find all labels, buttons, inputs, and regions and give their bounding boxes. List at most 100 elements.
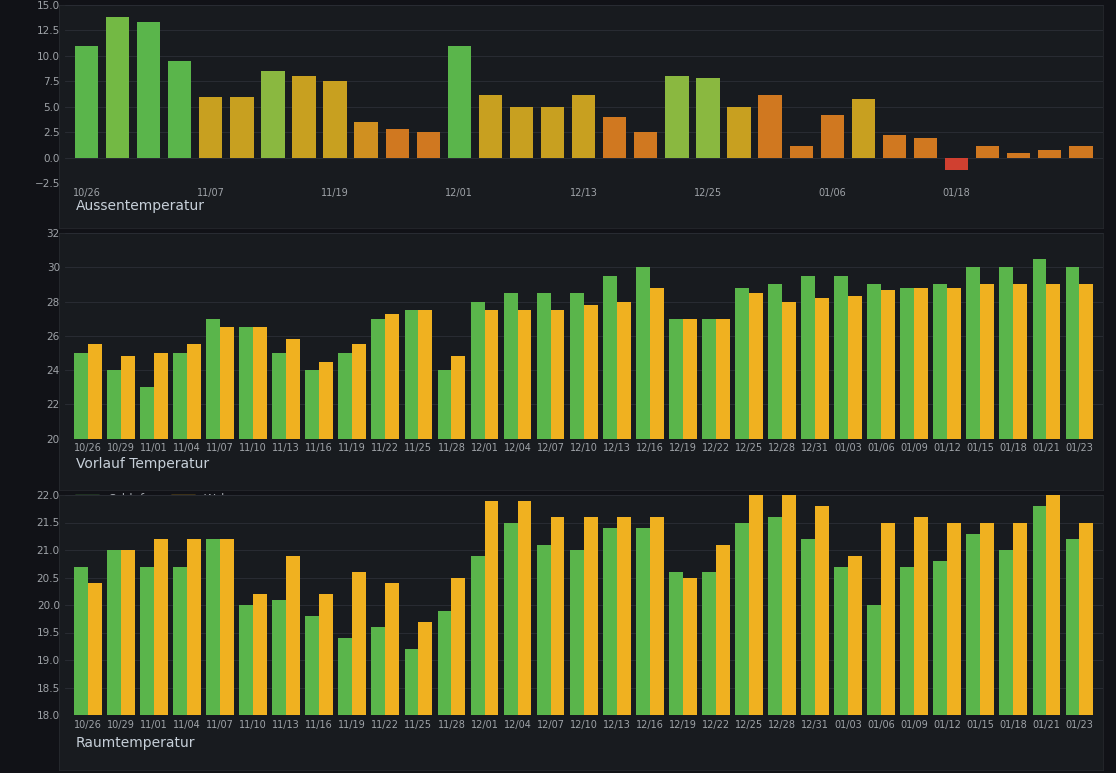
Bar [154, 353, 167, 773]
Text: Aussentemperatur: Aussentemperatur [76, 199, 205, 213]
Bar [749, 293, 763, 773]
Bar [88, 583, 102, 773]
Bar [437, 611, 452, 773]
Bar [1032, 506, 1047, 773]
Bar [1047, 284, 1060, 773]
Bar [815, 506, 829, 773]
Bar [404, 310, 418, 773]
Bar [835, 567, 848, 773]
Bar [418, 621, 432, 773]
Bar [88, 344, 102, 773]
Bar [683, 318, 696, 773]
Bar [338, 353, 353, 773]
Bar [945, 158, 969, 170]
Bar [570, 550, 584, 773]
Bar [976, 145, 999, 158]
Bar [353, 344, 366, 773]
Bar [1079, 284, 1094, 773]
Bar [372, 627, 385, 773]
Legend: Schlafen, Wohnen: Schlafen, Wohnen [70, 489, 257, 511]
Bar [835, 276, 848, 773]
Bar [782, 495, 796, 773]
Bar [448, 46, 471, 158]
Bar [901, 288, 914, 773]
Bar [416, 132, 440, 158]
Bar [683, 577, 696, 773]
Bar [510, 107, 533, 158]
Bar [121, 550, 135, 773]
Bar [230, 97, 253, 158]
Bar [1069, 145, 1093, 158]
Bar [107, 550, 121, 773]
Bar [220, 327, 234, 773]
Bar [570, 293, 584, 773]
Bar [452, 356, 465, 773]
Bar [966, 533, 980, 773]
Bar [306, 616, 319, 773]
Bar [735, 288, 749, 773]
Bar [292, 77, 316, 158]
Bar [1032, 259, 1047, 773]
Bar [617, 301, 631, 773]
Bar [636, 267, 650, 773]
Bar [696, 78, 720, 158]
Bar [187, 539, 201, 773]
Bar [801, 539, 815, 773]
Bar [715, 318, 730, 773]
Bar [1000, 267, 1013, 773]
Bar [1007, 153, 1030, 158]
Bar [479, 95, 502, 158]
Text: Vorlauf Temperatur: Vorlauf Temperatur [76, 458, 209, 472]
Bar [106, 17, 129, 158]
Bar [759, 95, 782, 158]
Bar [933, 561, 947, 773]
Bar [372, 318, 385, 773]
Bar [883, 135, 906, 158]
Bar [573, 95, 595, 158]
Bar [286, 339, 300, 773]
Bar [518, 310, 531, 773]
Text: Raumtemperatur: Raumtemperatur [76, 735, 195, 750]
Bar [634, 132, 657, 158]
Bar [702, 318, 715, 773]
Bar [665, 77, 689, 158]
Bar [901, 567, 914, 773]
Bar [550, 310, 565, 773]
Bar [272, 353, 286, 773]
Bar [206, 539, 220, 773]
Bar [355, 122, 378, 158]
Bar [437, 370, 452, 773]
Bar [353, 572, 366, 773]
Bar [603, 117, 626, 158]
Bar [914, 138, 937, 158]
Bar [261, 71, 285, 158]
Bar [503, 523, 518, 773]
Bar [650, 517, 664, 773]
Bar [187, 344, 201, 773]
Bar [1013, 284, 1027, 773]
Bar [319, 362, 333, 773]
Bar [338, 638, 353, 773]
Bar [852, 99, 875, 158]
Bar [882, 290, 895, 773]
Bar [867, 284, 882, 773]
Bar [789, 145, 812, 158]
Bar [1013, 523, 1027, 773]
Bar [735, 523, 749, 773]
Bar [550, 517, 565, 773]
Bar [503, 293, 518, 773]
Bar [121, 356, 135, 773]
Bar [137, 22, 161, 158]
Bar [768, 284, 782, 773]
Bar [141, 387, 154, 773]
Bar [239, 605, 253, 773]
Bar [933, 284, 947, 773]
Bar [603, 528, 617, 773]
Bar [141, 567, 154, 773]
Bar [980, 284, 994, 773]
Bar [1047, 495, 1060, 773]
Bar [914, 517, 929, 773]
Bar [74, 567, 88, 773]
Bar [966, 267, 980, 773]
Bar [1000, 550, 1013, 773]
